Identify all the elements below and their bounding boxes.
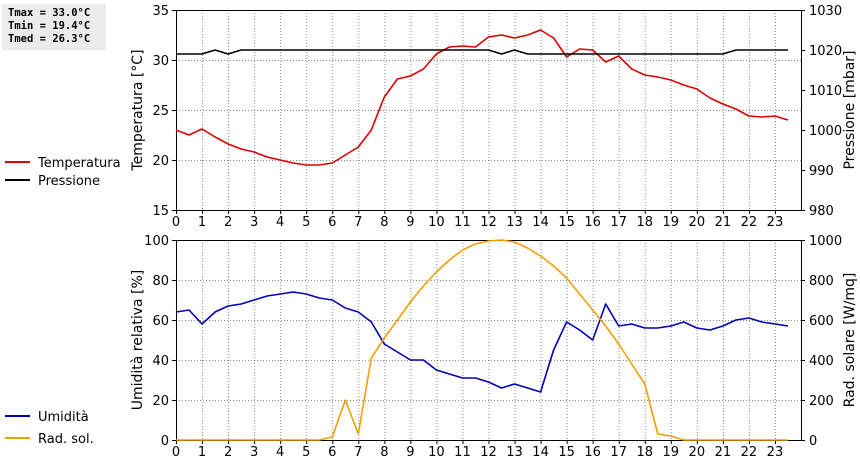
x-tick-label: 20 bbox=[689, 215, 706, 230]
x-tick-label: 12 bbox=[480, 215, 497, 230]
x-tick-label: 11 bbox=[454, 445, 471, 460]
x-tick-label: 6 bbox=[328, 215, 336, 230]
x-tick-label: 5 bbox=[302, 215, 310, 230]
y2-tick-label: 1010 bbox=[809, 84, 842, 99]
y-tick-label: 80 bbox=[152, 274, 169, 289]
x-tick-label: 2 bbox=[224, 215, 232, 230]
y2-tick-label: 1000 bbox=[809, 124, 842, 139]
y-tick-label: 25 bbox=[152, 104, 169, 119]
x-tick-label: 20 bbox=[689, 445, 706, 460]
series-line-1 bbox=[175, 291, 789, 393]
tmin-text: Tmin = 19.4°C bbox=[8, 20, 91, 32]
x-tick-label: 19 bbox=[663, 445, 680, 460]
x-tick-label: 22 bbox=[741, 445, 758, 460]
x-tick-label: 3 bbox=[250, 215, 258, 230]
x-tick-label: 4 bbox=[276, 215, 284, 230]
y2-tick-label: 800 bbox=[809, 274, 834, 289]
x-tick-label: 15 bbox=[558, 445, 575, 460]
x-tick-label: 8 bbox=[380, 215, 388, 230]
y2-tick-label: 1030 bbox=[809, 4, 842, 19]
y-tick-label: 20 bbox=[152, 394, 169, 409]
x-tick-label: 19 bbox=[663, 215, 680, 230]
x-tick-label: 8 bbox=[380, 445, 388, 460]
legend-label: Umidità bbox=[38, 410, 89, 425]
x-tick-label: 16 bbox=[584, 445, 601, 460]
y-tick-label: 100 bbox=[144, 234, 169, 249]
x-tick-label: 18 bbox=[636, 445, 653, 460]
x-tick-label: 1 bbox=[198, 215, 206, 230]
x-tick-label: 13 bbox=[506, 445, 523, 460]
x-tick-label: 14 bbox=[532, 215, 549, 230]
x-tick-label: 9 bbox=[406, 445, 414, 460]
chart-1: 0 1 2 3 4 5 6 7 8 9 10 11 12 13 14 15 16 17 18 19 20 21 22 2315… bbox=[5, 4, 858, 230]
y2-axis-title: Pressione [mbar] bbox=[842, 50, 858, 169]
x-tick-label: 7 bbox=[354, 445, 362, 460]
y-tick-label: 35 bbox=[152, 4, 169, 19]
x-tick-label: 7 bbox=[354, 215, 362, 230]
y-tick-label: 30 bbox=[152, 54, 169, 69]
legend-label: Rad. sol. bbox=[38, 432, 94, 447]
stats-box: Tmax = 33.0°C Tmin = 19.4°C Tmed = 26.3°… bbox=[2, 4, 106, 50]
x-tick-label: 3 bbox=[250, 445, 258, 460]
y-axis-title: Umidità relativa [%] bbox=[130, 270, 146, 411]
series-line-2 bbox=[176, 239, 788, 441]
y2-tick-label: 400 bbox=[809, 354, 834, 369]
x-tick-label: 23 bbox=[767, 215, 784, 230]
x-tick-label: 4 bbox=[276, 445, 284, 460]
y-axis-title: Temperatura [°C] bbox=[130, 49, 146, 171]
x-tick-label: 10 bbox=[428, 445, 445, 460]
y2-tick-label: 980 bbox=[809, 204, 834, 219]
x-tick-label: 15 bbox=[558, 215, 575, 230]
legend-label: Pressione bbox=[38, 174, 100, 189]
x-tick-label: 0 bbox=[172, 445, 180, 460]
y2-tick-label: 0 bbox=[809, 434, 817, 449]
legend-label: Temperatura bbox=[37, 156, 121, 171]
plot-area bbox=[176, 240, 801, 440]
y2-axis-title: Rad. solare [W/mq] bbox=[842, 273, 858, 408]
chart-2: 0 1 2 3 4 5 6 7 8 9 10 11 12 13 14 15 16 17 18 19 20 21 22 2302… bbox=[5, 234, 858, 460]
y2-tick-label: 600 bbox=[809, 314, 834, 329]
y-tick-label: 0 bbox=[161, 434, 169, 449]
series-line-2 bbox=[176, 49, 788, 55]
x-tick-label: 21 bbox=[715, 215, 732, 230]
y-tick-label: 60 bbox=[152, 314, 169, 329]
x-tick-label: 1 bbox=[198, 445, 206, 460]
tmax-text: Tmax = 33.0°C bbox=[8, 7, 91, 19]
plot-area bbox=[176, 10, 801, 210]
y-tick-label: 15 bbox=[152, 204, 169, 219]
y2-tick-label: 990 bbox=[809, 164, 834, 179]
x-tick-label: 22 bbox=[741, 215, 758, 230]
x-tick-label: 23 bbox=[767, 445, 784, 460]
series-line-1 bbox=[175, 29, 789, 166]
x-tick-label: 17 bbox=[610, 215, 627, 230]
x-tick-label: 6 bbox=[328, 445, 336, 460]
x-tick-label: 11 bbox=[454, 215, 471, 230]
y2-tick-label: 200 bbox=[809, 394, 834, 409]
x-tick-label: 0 bbox=[172, 215, 180, 230]
x-tick-label: 18 bbox=[636, 215, 653, 230]
y-tick-label: 20 bbox=[152, 154, 169, 169]
x-tick-label: 13 bbox=[506, 215, 523, 230]
x-tick-label: 12 bbox=[480, 445, 497, 460]
x-tick-label: 16 bbox=[584, 215, 601, 230]
y-tick-label: 40 bbox=[152, 354, 169, 369]
x-tick-label: 17 bbox=[610, 445, 627, 460]
x-tick-label: 2 bbox=[224, 445, 232, 460]
x-tick-label: 21 bbox=[715, 445, 732, 460]
y2-tick-label: 1020 bbox=[809, 44, 842, 59]
y2-tick-label: 1000 bbox=[809, 234, 842, 249]
x-tick-label: 10 bbox=[428, 215, 445, 230]
tmed-text: Tmed = 26.3°C bbox=[8, 33, 91, 45]
x-tick-label: 5 bbox=[302, 445, 310, 460]
x-tick-label: 14 bbox=[532, 445, 549, 460]
x-tick-label: 9 bbox=[406, 215, 414, 230]
